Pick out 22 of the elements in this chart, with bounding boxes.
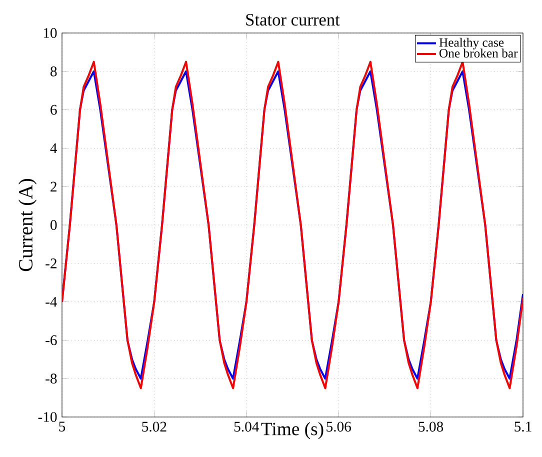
x-tick-label: 5.08 bbox=[418, 422, 444, 432]
x-tick-label: 5 bbox=[59, 422, 66, 432]
y-tick-label: -10 bbox=[38, 412, 57, 422]
y-tick-label: 2 bbox=[50, 182, 56, 192]
y-tick-label: 10 bbox=[44, 28, 57, 38]
x-axis-title: Time (s) bbox=[261, 422, 324, 440]
y-tick-label: 0 bbox=[50, 220, 57, 230]
chart-title: Stator current bbox=[246, 14, 340, 26]
x-tick-label: 5.06 bbox=[326, 422, 352, 432]
y-tick-label: -6 bbox=[46, 335, 57, 346]
legend-label: Healthy case bbox=[439, 38, 504, 50]
y-tick-label: 4 bbox=[50, 143, 58, 154]
y-tick-label: 8 bbox=[50, 66, 57, 76]
y-tick-label: -8 bbox=[46, 374, 57, 384]
y-tick-label: 6 bbox=[50, 104, 57, 115]
y-axis-title: Current (A) bbox=[18, 178, 37, 272]
x-tick-label: 5.1 bbox=[514, 422, 532, 432]
x-tick-label: 5.02 bbox=[142, 422, 166, 432]
legend-label: One broken bar bbox=[440, 48, 518, 58]
y-tick-label: -4 bbox=[46, 296, 58, 307]
y-tick-label: -2 bbox=[46, 258, 56, 268]
x-tick-label: 5.04 bbox=[234, 422, 260, 432]
